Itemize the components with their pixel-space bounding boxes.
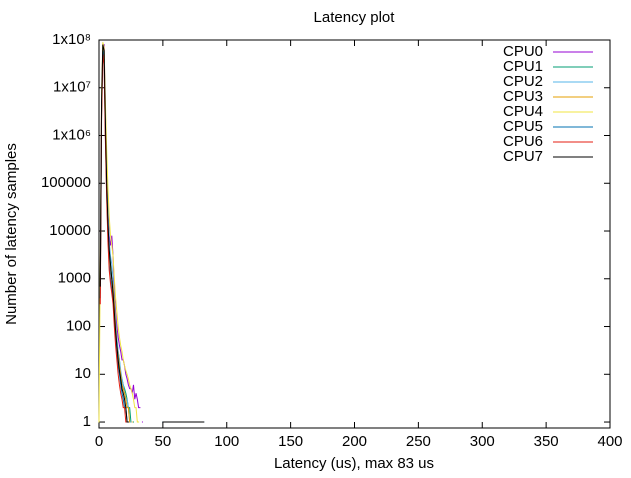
y-tick-label: 1x10⁷: [53, 79, 91, 96]
legend-label: CPU3: [503, 88, 543, 105]
legend-label: CPU0: [503, 43, 543, 60]
x-tick-label: 200: [342, 433, 367, 450]
y-tick-label: 100000: [41, 174, 91, 191]
x-tick-label: 400: [597, 433, 622, 450]
series-line: [99, 44, 205, 423]
x-tick-label: 100: [214, 433, 239, 450]
y-tick-label: 1x10⁸: [52, 31, 91, 48]
legend-label: CPU4: [503, 103, 543, 120]
x-tick-label: 150: [278, 433, 303, 450]
legend-label: CPU1: [503, 58, 543, 75]
y-tick-label: 1000: [58, 270, 91, 287]
y-tick-label: 10: [74, 365, 91, 382]
x-tick-label: 50: [155, 433, 172, 450]
y-tick-label: 10000: [49, 222, 91, 239]
x-tick-label: 350: [534, 433, 559, 450]
y-tick-label: 100: [66, 317, 91, 334]
legend-label: CPU7: [503, 148, 543, 165]
x-tick-label: 300: [470, 433, 495, 450]
legend-label: CPU5: [503, 118, 543, 135]
x-axis-label: Latency (us), max 83 us: [274, 455, 434, 472]
x-tick-label: 0: [95, 433, 103, 450]
chart-title: Latency plot: [314, 9, 396, 26]
legend-label: CPU6: [503, 133, 543, 150]
y-tick-label: 1x10⁶: [52, 126, 91, 143]
y-tick-label: 1: [83, 413, 91, 430]
x-tick-label: 250: [406, 433, 431, 450]
legend-label: CPU2: [503, 73, 543, 90]
y-axis-label: Number of latency samples: [3, 143, 20, 325]
